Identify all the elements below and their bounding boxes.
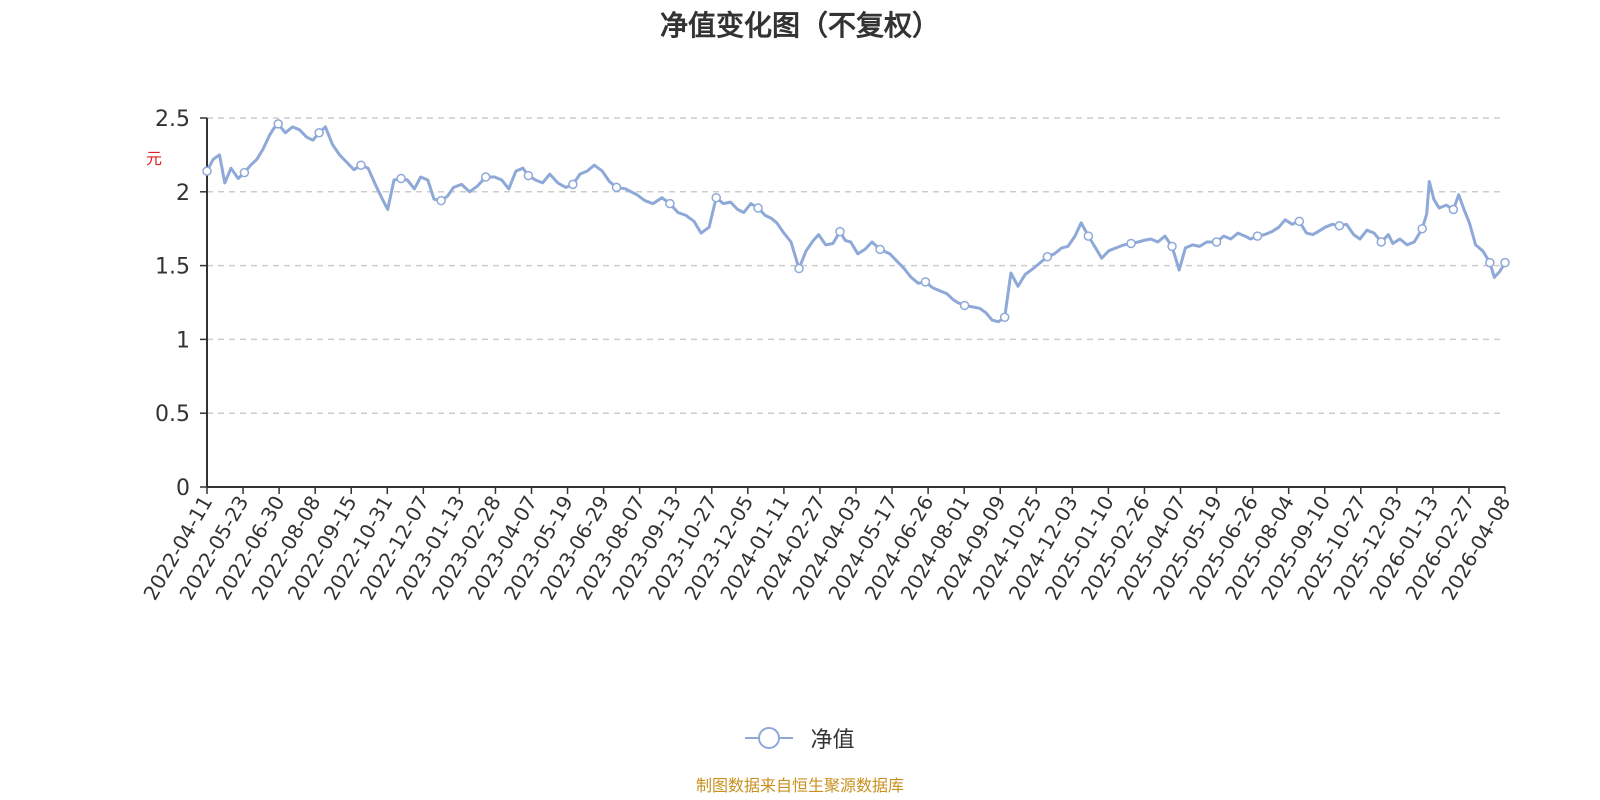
series-line-净值 <box>205 122 1507 324</box>
data-point[interactable] <box>753 203 763 213</box>
source-note: 制图数据来自恒生聚源数据库 <box>695 776 904 795</box>
data-point[interactable] <box>875 244 885 255</box>
data-point[interactable] <box>273 119 283 129</box>
chart-title: 净值变化图（不复权） <box>659 9 940 42</box>
y-tick-label: 0 <box>176 476 190 501</box>
y-axis-unit-label: 元 <box>143 150 162 166</box>
data-point[interactable] <box>711 192 721 203</box>
data-point[interactable] <box>480 172 491 182</box>
x-tick-labels: 2022-04-112022-05-232022-06-302022-08-08… <box>138 487 1515 604</box>
data-point[interactable] <box>1448 204 1459 215</box>
data-point[interactable] <box>1500 257 1510 268</box>
data-point[interactable] <box>1334 220 1345 231</box>
data-point[interactable] <box>794 263 804 274</box>
data-point[interactable] <box>314 128 324 138</box>
data-point[interactable] <box>665 198 675 209</box>
data-point[interactable] <box>396 173 406 184</box>
grid-lines <box>207 117 1505 414</box>
y-tick-label: 1 <box>176 328 190 353</box>
data-point[interactable] <box>920 277 931 287</box>
series-markers <box>202 119 1510 323</box>
data-point[interactable] <box>523 170 534 181</box>
data-point[interactable] <box>568 179 578 190</box>
y-tick-label: 2.5 <box>155 107 190 132</box>
data-point[interactable] <box>1294 216 1305 227</box>
data-point[interactable] <box>1167 241 1177 252</box>
data-point[interactable] <box>1126 238 1136 249</box>
data-point[interactable] <box>202 166 212 176</box>
data-point[interactable] <box>611 182 622 193</box>
data-point[interactable] <box>959 300 970 311</box>
legend-series-icon <box>745 726 794 750</box>
y-tick-label: 2 <box>176 181 190 206</box>
data-point[interactable] <box>1042 251 1053 262</box>
data-point[interactable] <box>835 226 845 237</box>
legend-series-label: 净值 <box>810 728 855 753</box>
data-point[interactable] <box>1083 231 1094 241</box>
data-point[interactable] <box>1252 231 1263 241</box>
data-point[interactable] <box>239 167 250 178</box>
data-point[interactable] <box>1417 223 1427 234</box>
legend[interactable]: 净值 <box>0 722 1600 754</box>
data-point[interactable] <box>1211 237 1222 247</box>
y-tick-label: 1.5 <box>155 255 190 280</box>
data-point[interactable] <box>999 312 1010 323</box>
axes <box>206 118 1505 488</box>
y-tick-label: 0.5 <box>155 402 190 427</box>
y-tick-labels: 0 0.5 1 1.5 2 2.5 <box>155 107 207 501</box>
data-point[interactable] <box>1376 237 1387 247</box>
data-point[interactable] <box>1485 257 1495 268</box>
data-point[interactable] <box>356 160 366 170</box>
data-point[interactable] <box>436 195 446 206</box>
